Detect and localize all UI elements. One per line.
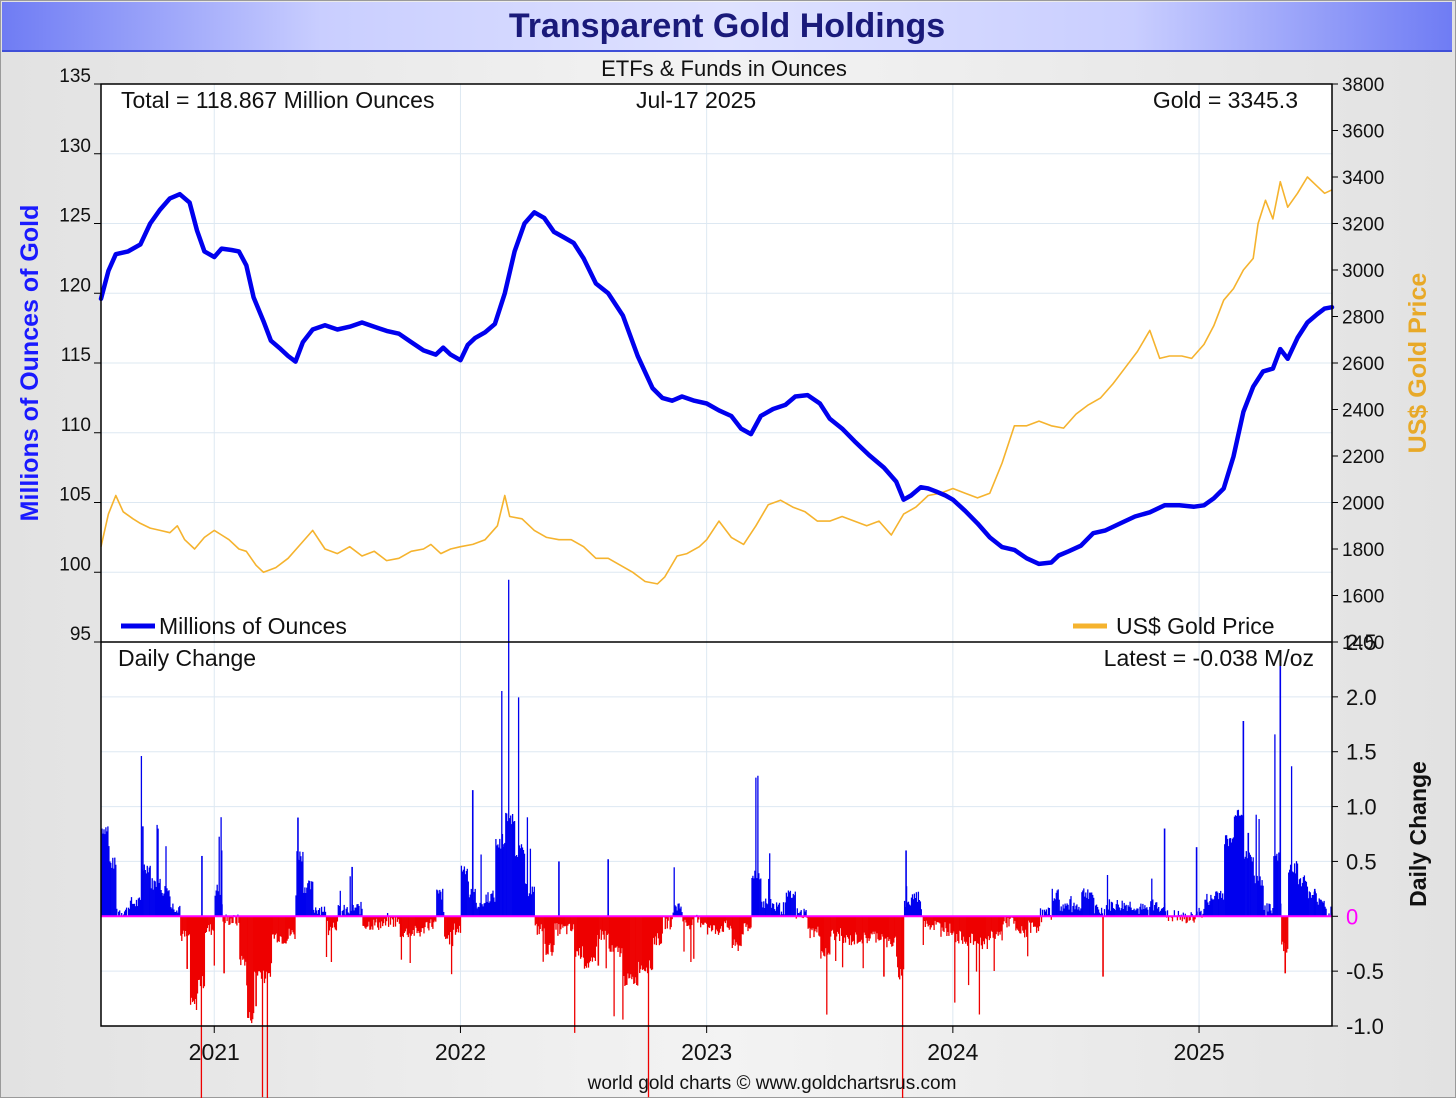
y-bottom-tick-label: 0 — [1346, 904, 1358, 929]
gridlines — [101, 84, 1332, 1026]
y-left-tick-label: 100 — [59, 554, 91, 575]
y-right-tick-label: 2000 — [1342, 494, 1384, 515]
y-left-tick-label: 110 — [61, 415, 91, 436]
x-tick-label: 2022 — [435, 1039, 486, 1065]
daily-change-bars — [101, 579, 1333, 1098]
y-right-tick-label: 3800 — [1342, 75, 1384, 96]
legend-price-label: US$ Gold Price — [1116, 613, 1275, 639]
gold-price-series — [100, 176, 1333, 585]
bottom-plot-panel — [101, 642, 1332, 1026]
holdings-line — [98, 191, 1335, 567]
latest-change-annotation: Latest = -0.038 M/oz — [1104, 645, 1314, 671]
plot-border — [100, 83, 1333, 1027]
y-left-tick-label: 95 — [70, 624, 91, 645]
y-left-tick-label: 120 — [59, 275, 91, 296]
x-tick-label: 2025 — [1173, 1039, 1224, 1065]
left-axis-title: Millions of Ounces of Gold — [16, 205, 44, 522]
y-right-tick-label: 3400 — [1342, 168, 1384, 189]
gold-price-annotation: Gold = 3345.3 — [1153, 87, 1298, 113]
x-tick-label: 2024 — [927, 1039, 978, 1065]
y-bottom-tick-label: -1.0 — [1346, 1014, 1384, 1039]
title-bar: Transparent Gold Holdings — [2, 2, 1452, 52]
y-left-tick-label: 105 — [59, 485, 91, 506]
y-right-tick-label: 3200 — [1342, 215, 1384, 236]
y-right-tick-label: 3600 — [1342, 122, 1384, 143]
y-bottom-tick-label: 1.0 — [1346, 795, 1377, 820]
y-left-tick-label: 125 — [59, 206, 91, 227]
chart-subtitle: ETFs & Funds in Ounces — [601, 56, 847, 81]
y-right-tick-label: 2800 — [1342, 308, 1384, 329]
chart-title: Transparent Gold Holdings — [508, 7, 946, 45]
daily-change-axis-title: Daily Change — [1405, 761, 1431, 907]
y-left-tick-label: 135 — [59, 66, 91, 87]
y-bottom-tick-label: 2.5 — [1346, 630, 1377, 655]
total-annotation: Total = 118.867 Million Ounces — [121, 87, 434, 113]
y-right-tick-label: 1800 — [1342, 540, 1384, 561]
y-bottom-tick-label: 2.0 — [1346, 685, 1377, 710]
y-bottom-tick-label: -0.5 — [1346, 959, 1384, 984]
y-right-tick-label: 1400 — [1342, 633, 1384, 654]
y-right-tick-label: 2400 — [1342, 401, 1384, 422]
y-right-tick-label: 2600 — [1342, 354, 1384, 375]
x-tick-label: 2023 — [681, 1039, 732, 1065]
y-bottom-tick-label: 0.5 — [1346, 849, 1377, 874]
holdings-series — [98, 191, 1335, 567]
legend-holdings-label: Millions of Ounces — [159, 613, 347, 639]
y-right-tick-label: 1600 — [1342, 587, 1384, 608]
y-left-tick-label: 115 — [61, 345, 91, 366]
gold-price-line — [100, 176, 1333, 585]
x-tick-label: 2021 — [189, 1039, 240, 1065]
y-right-tick-label: 3000 — [1342, 261, 1384, 282]
daily-change-label: Daily Change — [118, 645, 256, 671]
footer-credit: world gold charts © www.goldchartsrus.co… — [587, 1073, 957, 1094]
date-annotation: Jul-17 2025 — [636, 87, 756, 113]
right-axis-title: US$ Gold Price — [1404, 273, 1432, 454]
y-bottom-tick-label: 1.5 — [1346, 740, 1377, 765]
y-right-tick-label: 2200 — [1342, 447, 1384, 468]
y-left-tick-label: 130 — [59, 136, 91, 157]
axis-ticks: 2021 2022 2023 2024 2025 135 130 125 120 115 110 10… — [59, 66, 1384, 1065]
